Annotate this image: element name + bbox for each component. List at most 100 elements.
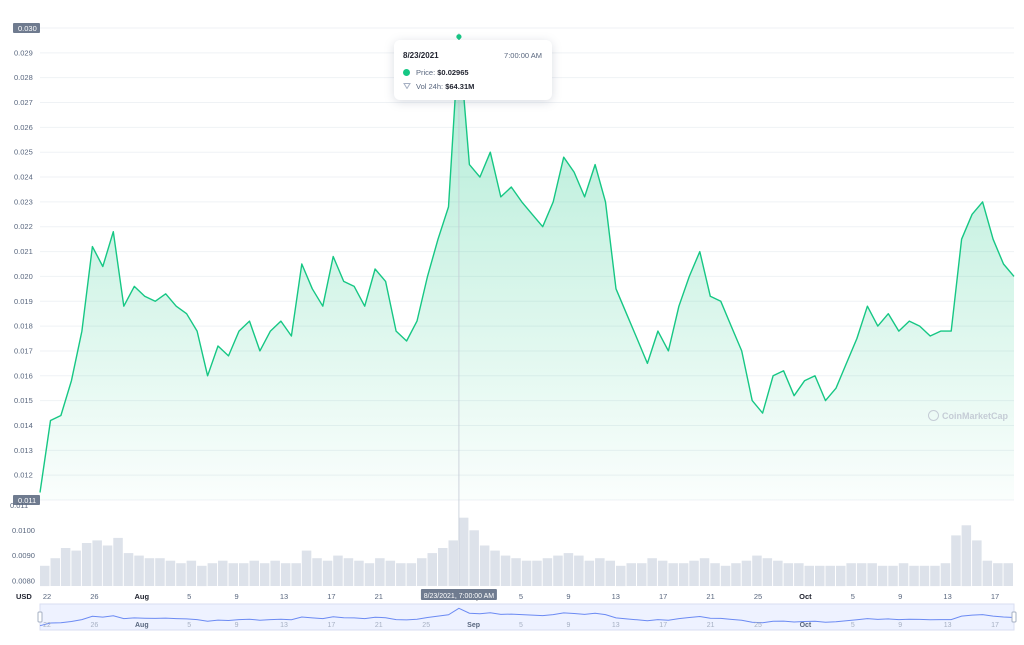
min-price-badge: 0.011 — [13, 495, 40, 505]
navigator-tick-label: 22 — [43, 622, 51, 629]
navigator-tick-label: 26 — [91, 622, 99, 629]
volume-axis: 0.0080 0.0090 0.0100 0.011 — [10, 501, 35, 585]
volume-bar — [134, 555, 144, 586]
badge-bg — [13, 23, 40, 33]
volume-bar — [333, 555, 343, 586]
price-tick-label: 0.021 — [14, 247, 33, 256]
time-tick-label: Aug — [135, 592, 150, 601]
volume-bar — [993, 563, 1003, 586]
volume-bar — [720, 565, 731, 587]
volume-bar — [783, 563, 794, 586]
volume-bar — [343, 558, 354, 586]
volume-tick-label: 0.0090 — [12, 551, 35, 560]
volume-bar — [312, 558, 322, 586]
tooltip-volume-label: Vol 24h: — [416, 82, 444, 91]
navigator-tick-label: 9 — [235, 622, 239, 629]
time-tick-label: Oct — [799, 592, 812, 601]
volume-bar — [207, 563, 218, 586]
volume-bar — [197, 565, 207, 587]
crosshair: 8/23/2021, 7:00:00 AM — [420, 33, 497, 600]
navigator-tick-label: 13 — [280, 622, 288, 629]
crosshair-label-bg — [420, 589, 497, 600]
time-axis: USD2226Aug5913172125Sep5913172125Oct5913… — [16, 592, 999, 601]
volume-bar — [50, 558, 60, 586]
volume-bar — [909, 565, 919, 587]
navigator-tick-label: 25 — [422, 622, 430, 629]
hover-point — [456, 34, 462, 40]
volume-bar — [186, 560, 197, 586]
tooltip-volume-value: $64.31M — [445, 82, 475, 91]
coinmarketcap-watermark: CoinMarketCap — [928, 410, 1008, 421]
price-tick-label: 0.019 — [14, 297, 33, 306]
time-tick-label: 26 — [90, 592, 98, 601]
time-tick-label: 13 — [943, 592, 951, 601]
volume-bar — [919, 565, 930, 587]
volume-bar — [144, 558, 155, 586]
volume-bar — [668, 563, 678, 586]
tooltip-price-value: $0.02965 — [437, 68, 469, 77]
time-tick-label: 5 — [519, 592, 523, 601]
volume-bar — [961, 525, 972, 587]
volume-bar — [123, 553, 134, 586]
time-tick-label: 21 — [375, 592, 383, 601]
crosshair-label: 8/23/2021, 7:00:00 AM — [424, 593, 495, 600]
coinmarketcap-logo-icon — [928, 410, 939, 421]
volume-bar — [385, 560, 396, 586]
price-area — [40, 36, 1014, 500]
navigator-tick-label: 5 — [187, 622, 191, 629]
time-tick-label: 5 — [851, 592, 855, 601]
volume-bar — [291, 563, 301, 586]
volume-bar — [322, 560, 333, 586]
price-dot-icon — [403, 69, 410, 76]
time-tick-label: 9 — [235, 592, 239, 601]
volume-bar — [92, 540, 102, 586]
price-tick-label: 0.017 — [14, 346, 33, 355]
volume-bar — [574, 555, 584, 586]
volume-bar — [427, 553, 437, 586]
volume-bar — [846, 563, 856, 586]
volume-bar — [81, 543, 92, 586]
price-tick-label: 0.023 — [14, 197, 33, 206]
volume-bar — [301, 550, 312, 586]
navigator-tick-label: 17 — [991, 622, 999, 629]
volume-bar — [165, 560, 176, 586]
volume-tick-label: 0.0080 — [12, 576, 35, 585]
volume-bar — [542, 558, 553, 586]
currency-label: USD — [16, 592, 32, 601]
price-tick-label: 0.025 — [14, 148, 33, 157]
volume-bar — [364, 563, 375, 586]
time-tick-label: 25 — [754, 592, 762, 601]
volume-bar — [626, 563, 636, 586]
volume-bars — [40, 517, 1013, 587]
volume-bar — [228, 563, 238, 586]
navigator-tick-label: 5 — [519, 622, 523, 629]
volume-bar — [270, 560, 280, 586]
navigator-left-handle[interactable] — [37, 611, 43, 623]
volume-bar — [940, 563, 951, 586]
volume-bar — [752, 555, 762, 586]
price-tick-label: 0.027 — [14, 98, 33, 107]
volume-bar — [176, 563, 186, 586]
navigator-window — [39, 603, 1015, 631]
range-navigator[interactable]: 22 26 Aug 5 9 13 17 21 25 Sep 5 9 13 17 21 25 Oct 5 9 13 17 — [37, 603, 1017, 631]
volume-bar — [637, 563, 647, 586]
volume-bar — [563, 553, 574, 586]
price-tick-label: 0.024 — [14, 173, 33, 182]
volume-bar — [825, 565, 835, 587]
volume-bar — [532, 560, 542, 586]
navigator-tick-label: 9 — [898, 622, 902, 629]
volume-bar — [731, 563, 741, 586]
watermark-text: CoinMarketCap — [942, 411, 1009, 421]
volume-bar — [856, 563, 867, 586]
volume-bar — [605, 560, 615, 586]
price-tick-label: 0.014 — [14, 421, 33, 430]
volume-bar — [396, 563, 406, 586]
navigator-tick-label: Aug — [135, 622, 149, 629]
navigator-right-handle[interactable] — [1011, 611, 1017, 623]
volume-bar — [741, 560, 752, 586]
volume-bar — [1003, 563, 1013, 586]
price-tooltip: 8/23/2021 7:00:00 AM Price: $0.02965 Vol… — [394, 40, 552, 100]
volume-bar — [836, 565, 846, 587]
